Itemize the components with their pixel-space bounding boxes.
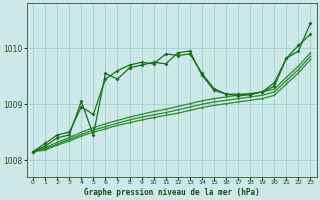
X-axis label: Graphe pression niveau de la mer (hPa): Graphe pression niveau de la mer (hPa) — [84, 188, 260, 197]
